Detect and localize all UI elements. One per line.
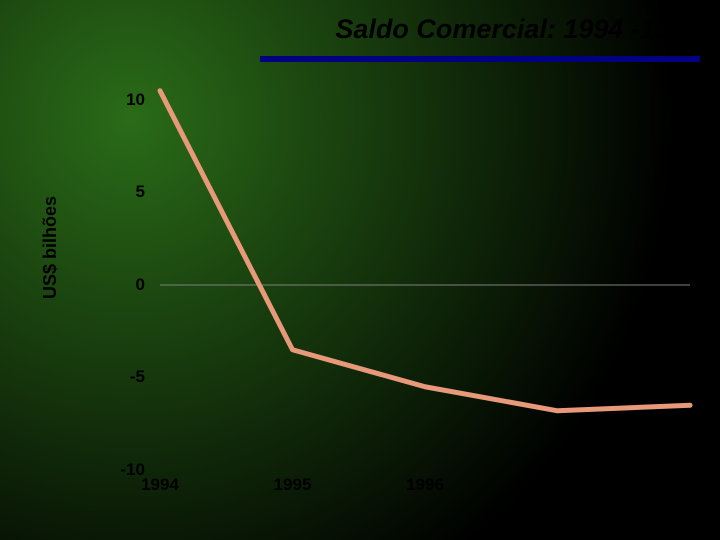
y-tick-label: 0 xyxy=(95,275,145,295)
y-tick-label: 5 xyxy=(95,182,145,202)
x-tick-label: 1997 xyxy=(528,475,588,495)
x-tick-label: 1998 xyxy=(660,475,720,495)
x-tick-label: 1995 xyxy=(263,475,323,495)
x-tick-label: 1994 xyxy=(130,475,190,495)
x-tick-label: 1996 xyxy=(395,475,455,495)
data-series-line xyxy=(160,91,690,411)
y-tick-label: -5 xyxy=(95,367,145,387)
y-tick-label: 10 xyxy=(95,90,145,110)
